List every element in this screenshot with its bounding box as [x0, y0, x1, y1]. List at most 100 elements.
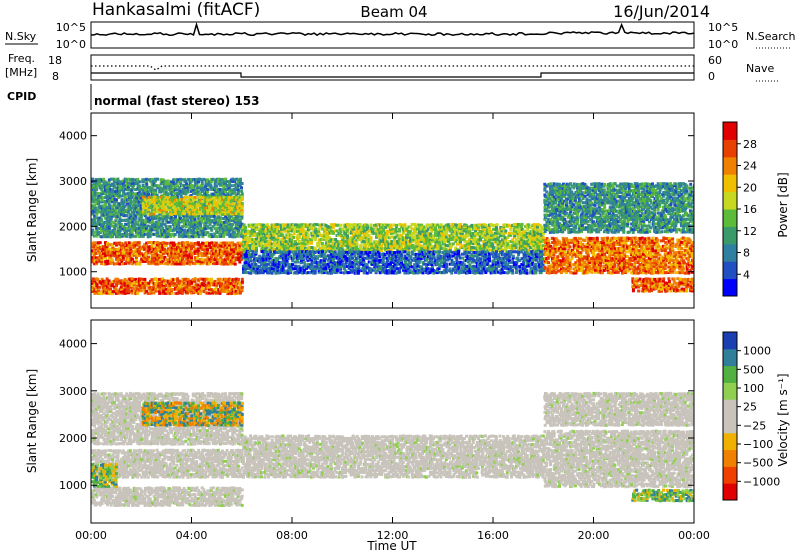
cpid-text: normal (fast stereo) 153	[94, 94, 260, 108]
power-ytick-label-3: 1000	[59, 266, 87, 279]
power-axes: 4000 3000 2000 1000	[59, 113, 695, 308]
power-band-6-0	[543, 182, 694, 234]
power-colorbar-seg-0	[723, 278, 737, 297]
freq-tick-top: 18	[48, 54, 62, 67]
velocity-ytick-label-1: 3000	[59, 385, 87, 398]
power-colorbar-seg-1	[723, 261, 737, 280]
power-colorbar-seg-3	[723, 226, 737, 245]
power-colorbar-tick-5: 8	[743, 247, 750, 260]
velocity-colorbar-tick-3: 25	[743, 401, 757, 414]
power-band-5-0	[543, 236, 694, 275]
time-axis-label: Time UT	[366, 539, 417, 553]
velocity-colorbar-seg-8	[723, 348, 737, 367]
nsearch-tick-bottom: 10^0	[708, 38, 738, 51]
nsearch-label: N.Search	[746, 30, 796, 43]
velocity-colorbar-tick-2: 100	[743, 382, 764, 395]
velocity-ytick-label-3: 1000	[59, 479, 87, 492]
velocity-colorbar-seg-4	[723, 416, 737, 434]
velocity-colorbar-tick-6: −500	[743, 457, 773, 470]
power-colorbar-seg-5	[723, 191, 737, 210]
power-band-7-0	[631, 277, 694, 293]
power-colorbar-tick-2: 20	[743, 181, 757, 194]
date-title: 16/Jun/2014	[613, 2, 710, 21]
velocity-xtick-label-0: 00:00	[75, 529, 107, 542]
velocity-colorbar: 1000 500 100 25 −25 −100 −500 −1000 Velocity [m…	[722, 331, 790, 501]
velocity-colorbar-tick-5: −100	[743, 438, 773, 451]
velocity-axes: 4000 3000 2000 1000 00:00 04:00 08:00 12:00 16:0…	[59, 320, 710, 542]
power-ytick-label-0: 4000	[59, 130, 87, 143]
velocity-colorbar-seg-5	[723, 399, 737, 417]
freq-tick-bottom: 8	[52, 70, 59, 83]
velocity-band-3-0	[241, 434, 546, 479]
velocity-xtick-label-3: 12:00	[377, 529, 409, 542]
freq-label-2: [MHz]	[5, 66, 37, 79]
velocity-ylabel: Slant Range [km]	[25, 369, 39, 473]
power-colorbar-seg-8	[723, 139, 737, 158]
velocity-band-4-0	[543, 429, 694, 489]
velocity-colorbar-tick-1: 500	[743, 363, 764, 376]
power-colorbar-seg-9	[723, 122, 737, 140]
velocity-xtick-label-4: 16:00	[477, 529, 509, 542]
cpid-label: CPID	[7, 90, 36, 103]
velocity-band-2-0	[91, 462, 119, 489]
velocity-xtick-label-2: 08:00	[276, 529, 308, 542]
velocity-xtick-label-5: 20:00	[578, 529, 610, 542]
velocity-colorbar-tick-4: −25	[743, 419, 766, 432]
beam-title: Beam 04	[360, 3, 427, 21]
power-band-4-0	[241, 250, 546, 275]
nsearch-tick-top: 10^5	[708, 21, 738, 34]
velocity-band-0-0	[91, 448, 244, 479]
power-band-2-0	[141, 195, 244, 216]
velocity-panel: 4000 3000 2000 1000 00:00 04:00 08:00 12:00 16:0…	[25, 319, 710, 553]
power-ytick-label-1: 3000	[59, 175, 87, 188]
power-colorbar-seg-7	[723, 156, 737, 175]
power-colorbar-tick-1: 24	[743, 160, 757, 173]
freq-strip: Freq. [MHz] 18 8 60 0 Nave	[5, 52, 780, 83]
freq-label-1: Freq.	[8, 52, 35, 65]
velocity-xtick-label-1: 04:00	[176, 529, 208, 542]
nsky-tick-top: 10^5	[56, 21, 86, 34]
nave-trace	[91, 65, 694, 71]
freq-trace	[91, 72, 694, 78]
power-ylabel: Slant Range [km]	[25, 158, 39, 262]
power-colorbar-tick-4: 12	[743, 225, 757, 238]
power-scatter	[91, 177, 694, 296]
station-title: Hankasalmi (fitACF)	[92, 0, 260, 20]
nave-tick-top: 60	[708, 54, 722, 67]
power-colorbar-seg-4	[723, 209, 737, 227]
nsky-trace	[90, 21, 695, 37]
velocity-colorbar-tick-0: 1000	[743, 345, 771, 358]
velocity-colorbar-seg-3	[723, 432, 737, 451]
nsky-strip: N.Sky 10^5 10^0 10^5 10^0 N.Search	[5, 21, 796, 51]
power-colorbar-tick-6: 4	[743, 268, 750, 281]
velocity-band-5-0	[631, 488, 694, 503]
velocity-colorbar-seg-0	[723, 483, 737, 501]
velocity-colorbar-label: Velocity [m s⁻¹]	[776, 373, 790, 466]
power-band-0-0	[91, 241, 244, 266]
velocity-colorbar-seg-9	[723, 332, 737, 350]
velocity-ytick-label-0: 4000	[59, 338, 87, 351]
nave-label: Nave	[746, 62, 774, 75]
velocity-colorbar-seg-7	[723, 365, 737, 383]
nave-tick-bottom: 0	[708, 70, 715, 83]
power-ytick-label-2: 2000	[59, 220, 87, 233]
velocity-band-1-0	[141, 401, 244, 427]
velocity-colorbar-seg-1	[723, 466, 737, 484]
power-panel: 4000 3000 2000 1000 Slant Range [km]	[25, 112, 695, 309]
velocity-colorbar-seg-6	[723, 382, 737, 400]
power-colorbar-tick-0: 28	[743, 138, 757, 151]
velocity-colorbar-seg-2	[723, 449, 737, 467]
power-colorbar-label: Power [dB]	[776, 172, 790, 237]
nsky-label: N.Sky	[5, 30, 37, 43]
nsky-tick-bottom: 10^0	[56, 38, 86, 51]
power-colorbar-seg-6	[723, 174, 737, 193]
velocity-xtick-label-6: 00:00	[678, 529, 710, 542]
power-colorbar-tick-3: 16	[743, 203, 757, 216]
velocity-ytick-label-2: 2000	[59, 432, 87, 445]
velocity-colorbar-tick-7: −1000	[743, 475, 780, 488]
velocity-band-0-1	[91, 486, 244, 508]
power-band-0-1	[91, 277, 244, 296]
power-colorbar-seg-2	[723, 243, 737, 262]
power-band-3-0	[241, 222, 546, 252]
